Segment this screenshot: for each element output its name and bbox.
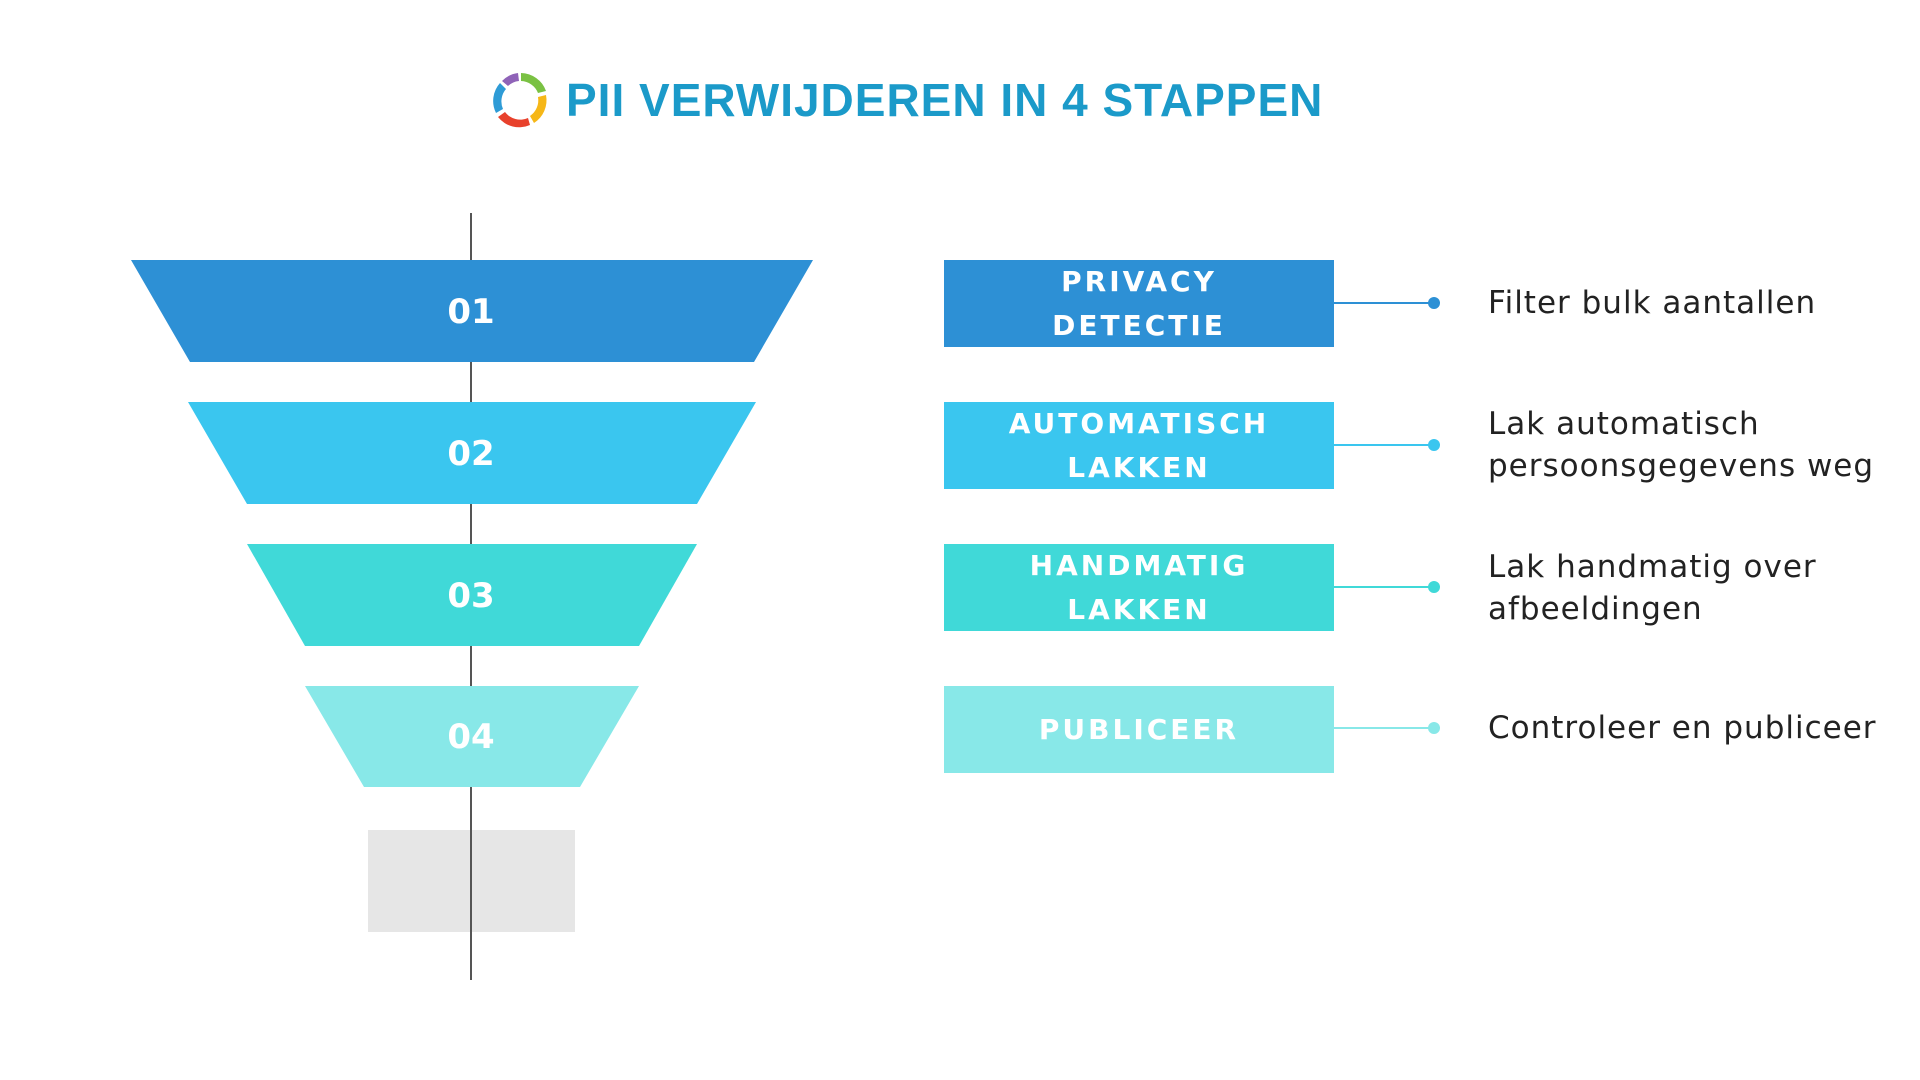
description-line2: afbeeldingen — [1488, 591, 1703, 627]
step-box-privacy-detectie: PRIVACY DETECTIE — [944, 260, 1334, 347]
step-description-4: Controleer en publiceer — [1488, 707, 1908, 749]
connector-dot-3 — [1428, 581, 1440, 593]
step-label-line2: DETECTIE — [1052, 308, 1226, 342]
description-line1: Filter bulk aantallen — [1488, 285, 1817, 321]
funnel-segment-3 — [247, 544, 697, 646]
connector-dot-1 — [1428, 297, 1440, 309]
step-number-4: 04 — [447, 717, 494, 757]
connector-dot-4 — [1428, 722, 1440, 734]
funnel-segment-2 — [188, 402, 756, 504]
step-number-1: 01 — [447, 292, 494, 332]
step-box-publiceer: PUBLICEER — [944, 686, 1334, 773]
step-description-2: Lak automatisch persoonsgegevens weg — [1488, 403, 1908, 487]
description-line1: Lak automatisch — [1488, 406, 1760, 442]
step-label-line1: PRIVACY — [1061, 264, 1217, 298]
header: PII VERWIJDEREN IN 4 STAPPEN — [488, 62, 1323, 138]
step-number-2: 02 — [447, 434, 494, 474]
description-line1: Controleer en publiceer — [1488, 710, 1877, 746]
funnel-segment-1 — [131, 260, 813, 362]
step-label-line1: PUBLICEER — [1038, 712, 1240, 746]
description-line2: persoonsgegevens weg — [1488, 448, 1875, 484]
step-box-automatisch-lakken: AUTOMATISCH LAKKEN — [944, 402, 1334, 489]
connector-dot-2 — [1428, 439, 1440, 451]
step-label-line2: LAKKEN — [1067, 592, 1211, 626]
step-label-line2: LAKKEN — [1067, 450, 1211, 484]
step-label-line1: HANDMATIG — [1029, 548, 1249, 582]
page-title: PII VERWIJDEREN IN 4 STAPPEN — [566, 74, 1324, 126]
step-label-line1: AUTOMATISCH — [1008, 406, 1270, 440]
step-box-handmatig-lakken: HANDMATIG LAKKEN — [944, 544, 1334, 631]
step-description-3: Lak handmatig over afbeeldingen — [1488, 546, 1908, 630]
description-line1: Lak handmatig over — [1488, 549, 1817, 585]
circular-arrows-logo-icon — [493, 73, 547, 128]
funnel-segment-4 — [305, 686, 639, 787]
step-number-3: 03 — [447, 576, 494, 616]
step-description-1: Filter bulk aantallen — [1488, 282, 1908, 324]
